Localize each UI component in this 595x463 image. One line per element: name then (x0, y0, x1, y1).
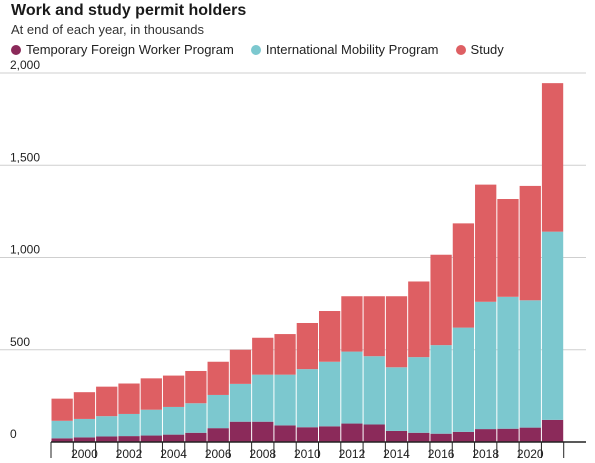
bar-segment (96, 416, 118, 437)
bar-segment (229, 349, 252, 384)
bar-segment (96, 436, 118, 442)
bar-segment (430, 345, 452, 434)
bar-segment (497, 199, 519, 297)
bar-segment (341, 423, 363, 442)
legend-label-imp: International Mobility Program (265, 42, 439, 57)
x-tick-label: 2018 (472, 447, 499, 461)
bar-segment (51, 438, 73, 442)
bar-segment (296, 427, 318, 442)
bar-segment (185, 370, 207, 404)
bar-segment (452, 327, 475, 432)
bar-segment (118, 436, 140, 442)
bar-segment (118, 383, 140, 414)
bar-segment (475, 184, 497, 302)
chart-subtitle: At end of each year, in thousands (11, 22, 204, 37)
bar-segment (541, 419, 564, 442)
bar-segment (363, 296, 385, 357)
bar-segment (207, 428, 229, 442)
bar-segment (430, 433, 452, 442)
bar-segment (140, 435, 162, 442)
bar-segment (162, 406, 185, 435)
bar-segment (229, 421, 252, 442)
bar-segment (385, 430, 408, 442)
bar-segment (319, 361, 341, 427)
legend-swatch-imp (250, 44, 261, 55)
bar-segment (252, 337, 274, 375)
bar-segment (363, 356, 385, 425)
bar-segment (452, 223, 475, 328)
bar-segment (229, 383, 252, 422)
x-tick-label: 2006 (205, 447, 232, 461)
legend-item-study: Study (455, 42, 504, 57)
x-tick-label: 2002 (116, 447, 143, 461)
bar-segment (296, 322, 318, 370)
bar-segment (452, 431, 475, 442)
bar-segment (73, 418, 96, 438)
bar-segment (519, 185, 541, 301)
bar-segment (274, 425, 296, 442)
legend-swatch-study (455, 44, 466, 55)
bar-segment (274, 374, 296, 426)
bar-segment (207, 361, 229, 395)
legend-item-imp: International Mobility Program (250, 42, 439, 57)
bar-segment (73, 437, 96, 442)
bar-segment (319, 311, 341, 362)
bar-segment (319, 426, 341, 442)
bar-segment (541, 83, 564, 232)
bar-segment (162, 375, 185, 407)
legend-label-study: Study (470, 42, 504, 57)
bar-segment (497, 296, 519, 429)
y-tick-label: 2,000 (10, 58, 40, 72)
bar-segment (519, 427, 541, 442)
bar-segment (408, 357, 430, 433)
x-tick-label: 2000 (71, 447, 98, 461)
bar-segment (385, 367, 408, 431)
bar-segment (519, 300, 541, 428)
bar-segment (140, 409, 162, 436)
x-tick-label: 2008 (249, 447, 276, 461)
y-tick-label: 0 (10, 427, 17, 441)
bar-segment (274, 334, 296, 375)
bar-segment (73, 392, 96, 419)
chart-legend: Temporary Foreign Worker Program Interna… (11, 42, 521, 57)
bar-segment (185, 403, 207, 433)
x-tick-label: 2020 (517, 447, 544, 461)
bar-segment (118, 413, 140, 437)
y-tick-label: 1,000 (10, 243, 40, 257)
chart-title: Work and study permit holders (11, 2, 247, 19)
bar-segment (51, 398, 73, 421)
bar-segment (51, 420, 73, 439)
bar-segment (408, 432, 430, 442)
bar-segment (162, 434, 185, 442)
x-tick-label: 2016 (428, 447, 455, 461)
bar-segment (140, 378, 162, 410)
bar-segment (252, 421, 274, 442)
bar-segment (296, 369, 318, 428)
bar-segment (185, 432, 207, 442)
legend-swatch-tfwp (11, 44, 21, 55)
bar-segment (541, 231, 564, 420)
bar-segment (363, 424, 385, 442)
bar-segment (475, 301, 497, 430)
x-tick-label: 2014 (383, 447, 410, 461)
x-tick-label: 2004 (160, 447, 187, 461)
bar-segment (96, 386, 118, 417)
bar-segment (497, 428, 519, 442)
bar-segment (341, 351, 363, 424)
y-tick-label: 1,500 (10, 150, 40, 164)
bar-segment (475, 429, 497, 442)
y-tick-label: 500 (10, 335, 30, 349)
legend-item-tfwp: Temporary Foreign Worker Program (11, 42, 234, 57)
bar-segment (430, 254, 452, 346)
bar-segment (385, 296, 408, 368)
x-tick-label: 2012 (339, 447, 366, 461)
x-tick-label: 2010 (294, 447, 321, 461)
bar-segment (252, 374, 274, 422)
legend-label-tfwp: Temporary Foreign Worker Program (26, 42, 234, 57)
bar-segment (408, 281, 430, 358)
bar-segment (207, 394, 229, 429)
bar-segment (341, 296, 363, 352)
